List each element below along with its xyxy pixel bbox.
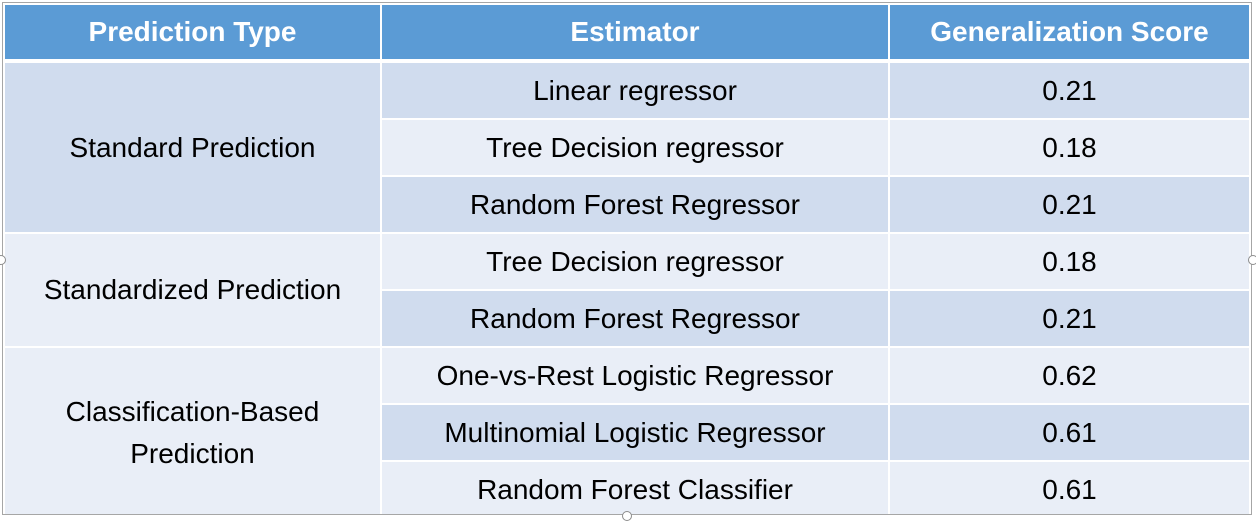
estimator-cell: Random Forest Regressor: [380, 289, 890, 348]
table-row: Standard Prediction Linear regressor 0.2…: [3, 60, 1251, 234]
results-table: Prediction Type Estimator Generalization…: [3, 3, 1251, 514]
estimator-cell: Multinomial Logistic Regressor: [380, 403, 890, 462]
score-cell: 0.61: [888, 460, 1251, 514]
score-cell: 0.21: [888, 60, 1251, 120]
score-cell: 0.18: [888, 118, 1251, 177]
estimator-cell: Random Forest Classifier: [380, 460, 890, 514]
resize-handle-bottom[interactable]: [622, 511, 632, 521]
table-row: Standardized Prediction Tree Decision re…: [3, 232, 1251, 348]
table-row: Random Forest Classifier 0.61: [4, 460, 1251, 514]
header-row: Prediction Type Estimator Generalization…: [3, 3, 1251, 63]
group-label-line-2: Prediction: [130, 437, 255, 469]
group-label-line-1: Classification-Based: [65, 395, 320, 427]
estimator-cell: Tree Decision regressor: [380, 118, 890, 177]
table-row: Multinomial Logistic Regressor 0.61: [4, 403, 1251, 462]
group-cell-standard-prediction: Standard Prediction: [3, 60, 382, 234]
header-estimator: Estimator: [380, 3, 890, 63]
score-cell: 0.18: [888, 232, 1251, 291]
score-cell: 0.62: [888, 346, 1251, 405]
table-row: Random Forest Regressor 0.21: [4, 175, 1251, 234]
results-table-frame[interactable]: Prediction Type Estimator Generalization…: [2, 2, 1252, 515]
score-cell: 0.21: [888, 289, 1251, 348]
table-row: Classification-Based Prediction One-vs-R…: [3, 346, 1251, 514]
header-generalization-score: Generalization Score: [888, 3, 1251, 63]
table-row: Random Forest Regressor 0.21: [4, 289, 1251, 348]
estimator-cell: Linear regressor: [380, 60, 890, 120]
table-row: Tree Decision regressor 0.18: [4, 118, 1251, 177]
score-cell: 0.21: [888, 175, 1251, 234]
group-cell-classification-based-prediction: Classification-Based Prediction: [3, 346, 382, 514]
estimator-cell: One-vs-Rest Logistic Regressor: [380, 346, 890, 405]
score-cell: 0.61: [888, 403, 1251, 462]
resize-handle-left[interactable]: [0, 255, 6, 265]
estimator-cell: Tree Decision regressor: [380, 232, 890, 291]
group-cell-standardized-prediction: Standardized Prediction: [3, 232, 382, 348]
header-prediction-type: Prediction Type: [3, 3, 382, 63]
estimator-cell: Random Forest Regressor: [380, 175, 890, 234]
resize-handle-right[interactable]: [1248, 255, 1256, 265]
